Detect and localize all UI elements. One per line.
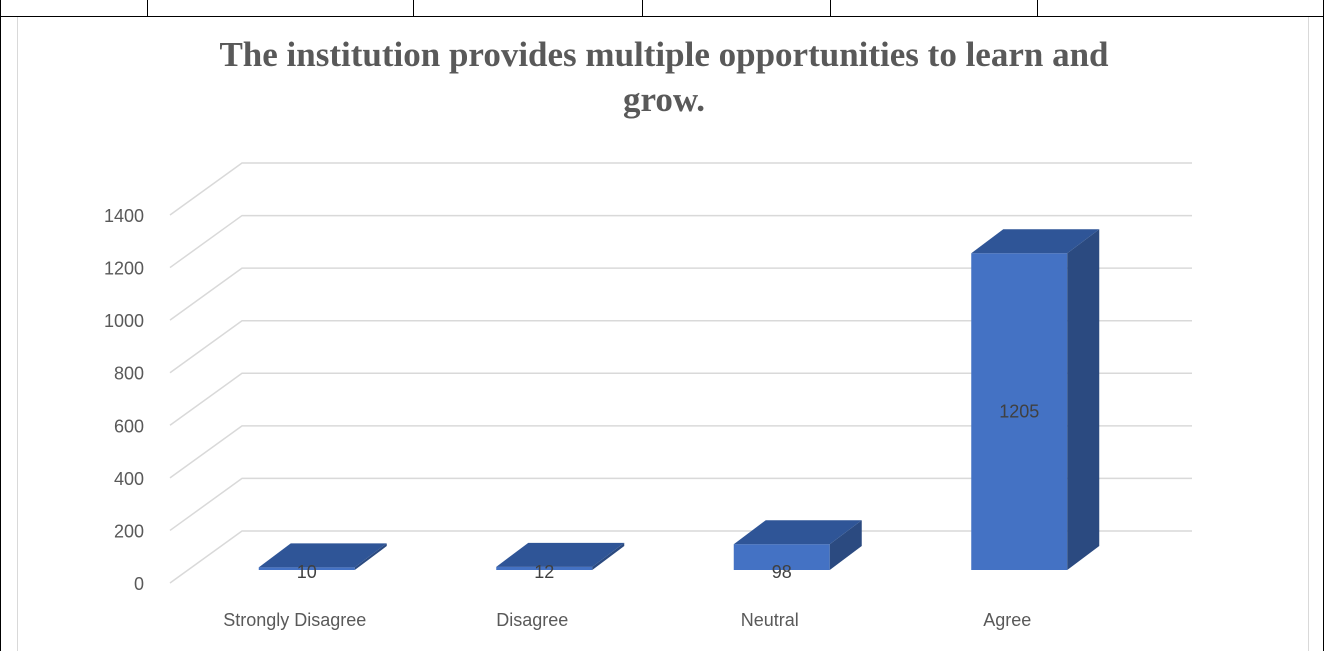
y-tick-label: 400 — [114, 469, 144, 489]
gridline — [169, 477, 1192, 532]
gridline — [169, 372, 1192, 426]
x-category-label: Strongly Disagree — [223, 610, 366, 630]
data-label: 1205 — [999, 402, 1039, 422]
table-cell-divider — [1037, 0, 1038, 17]
bar-front — [733, 544, 830, 570]
data-label: 12 — [534, 562, 554, 582]
gridline — [169, 319, 1192, 374]
bar-top — [971, 229, 1100, 254]
y-tick-label: 1200 — [104, 259, 144, 279]
y-tick-label: 800 — [114, 364, 144, 384]
bar-front — [971, 253, 1068, 570]
chart-title: The institution provides multiple opport… — [219, 35, 1109, 119]
data-label: 98 — [772, 562, 792, 582]
table-cell-divider — [413, 0, 414, 17]
bar-side — [354, 543, 387, 570]
gridline — [169, 214, 1192, 269]
y-tick-label: 600 — [114, 416, 144, 436]
table-cell-divider — [147, 0, 148, 17]
bar-side — [592, 542, 625, 570]
gridline — [169, 267, 1192, 321]
y-tick-label: 1400 — [104, 206, 144, 226]
x-category-label: Disagree — [496, 610, 568, 630]
y-tick-label: 1000 — [104, 311, 144, 331]
table-cell-divider — [642, 0, 643, 17]
y-tick-label: 0 — [134, 574, 144, 594]
bar-front — [496, 566, 593, 570]
table-cell-divider — [830, 0, 831, 17]
x-category-label: Neutral — [741, 610, 799, 630]
bar-top — [496, 542, 625, 567]
gridline — [169, 162, 1192, 216]
data-label: 10 — [297, 562, 317, 582]
y-tick-label: 200 — [114, 521, 144, 541]
gridline — [169, 425, 1192, 479]
bar-front — [258, 567, 355, 570]
bar-side — [829, 520, 862, 570]
x-category-label: Agree — [983, 610, 1031, 630]
bar-top — [258, 543, 387, 568]
table-row-stub — [0, 0, 1324, 17]
gridline — [169, 530, 1192, 584]
chart-area: The institution provides multiple opport… — [17, 17, 1309, 651]
bar-top — [733, 520, 862, 545]
bar-side — [1067, 229, 1100, 570]
